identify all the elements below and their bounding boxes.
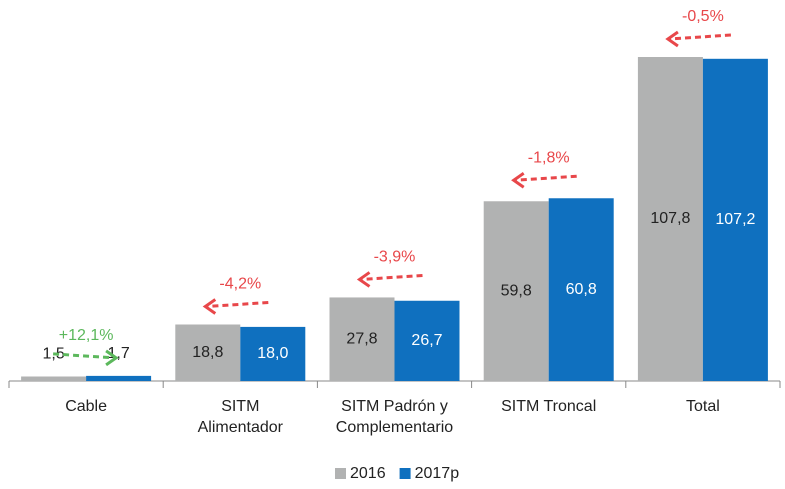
legend-swatch (399, 468, 411, 479)
value-label: 107,2 (715, 211, 755, 228)
bar (483, 201, 549, 381)
annotation-arrowhead (202, 298, 217, 315)
annotation-arrow (361, 273, 423, 281)
annotation-arrow (515, 174, 577, 182)
x-tick-label-line: Alimentador (198, 419, 284, 436)
x-tick-label: Cable (65, 398, 107, 415)
bar (240, 326, 306, 381)
bar (329, 297, 395, 381)
x-tick-label-line: Cable (65, 398, 107, 415)
value-label: 60,8 (566, 281, 597, 298)
annotation: -1,8% (528, 149, 570, 166)
bar (548, 198, 614, 381)
bar (86, 375, 152, 381)
annotation-arrowhead (105, 349, 119, 367)
bar (637, 57, 703, 381)
annotation-arrow (53, 352, 115, 360)
x-tick-label: Total (686, 398, 720, 415)
annotation-arrow (207, 300, 269, 308)
annotation: -0,5% (682, 8, 724, 25)
x-tick-label-line: Total (686, 398, 720, 415)
x-tick-label-line: SITM Padrón y (341, 398, 448, 415)
x-tick-label: SITM Troncal (501, 398, 596, 415)
legend-label: 2017p (415, 465, 460, 482)
value-label: 107,8 (650, 210, 690, 227)
annotation-arrow (669, 33, 731, 41)
annotation-arrowhead (356, 271, 371, 288)
value-label: 26,7 (411, 332, 442, 349)
annotation: -4,2% (219, 276, 261, 293)
annotation: +12,1% (59, 327, 114, 344)
annotation-arrowhead (511, 172, 525, 189)
legend-swatch (335, 468, 346, 479)
x-tick-label-line: Complementario (336, 419, 453, 436)
bar (702, 58, 768, 381)
x-tick-label: SITM Alimentador (198, 398, 284, 436)
value-label: 59,8 (501, 282, 532, 299)
x-tick-label: SITM Padrón y Complementario (336, 398, 453, 436)
value-label: 18,0 (257, 345, 288, 362)
bar (21, 376, 87, 381)
bar (175, 324, 241, 381)
annotation: -3,9% (374, 249, 416, 266)
bar (394, 300, 460, 381)
value-label: 27,8 (346, 330, 377, 347)
x-tick-label-line: SITM (221, 398, 259, 415)
annotation-arrowhead (665, 30, 679, 48)
legend-label: 2016 (350, 465, 386, 482)
value-label: 18,8 (192, 344, 223, 361)
x-tick-label-line: SITM Troncal (501, 398, 596, 415)
